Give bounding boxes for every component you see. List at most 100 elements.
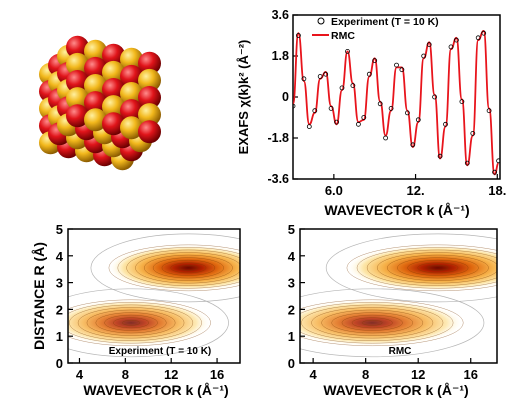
heatmap-contour-line: [300, 302, 454, 344]
heatmap-y-tick-label: 0: [288, 356, 295, 371]
experiment-data-point: [350, 83, 356, 88]
heatmap-contour-line: [300, 299, 464, 347]
gold-atom-sphere: [66, 87, 89, 111]
heatmap-x-tick-label: 4: [76, 367, 84, 382]
experiment-data-point: [486, 108, 492, 114]
heatmap-contour-line: [170, 262, 207, 274]
red-atom-sphere: [84, 91, 107, 115]
heatmap-outer-contour: [90, 233, 240, 303]
exafs-x-tick-label: 18.: [488, 183, 506, 198]
exafs-x-axis-label: WAVEVECTOR k (Å⁻¹): [324, 202, 469, 218]
heatmap-peak: [300, 299, 464, 346]
heatmap-experiment-y-label: DISTANCE R (Å): [31, 242, 47, 350]
experiment-data-point: [404, 110, 410, 116]
heatmap-contour-line: [69, 304, 194, 341]
heatmap-y-tick-label: 5: [288, 222, 295, 237]
heatmap-x-tick-label: 16: [463, 367, 477, 382]
heatmap-outer-contour: [300, 288, 485, 358]
heatmap-contour-line: [68, 299, 211, 347]
experiment-data-point: [453, 37, 459, 43]
heatmap-y-tick-label: 0: [56, 356, 63, 371]
exafs-y-tick-label: 3.6: [272, 8, 289, 22]
heatmap-contour-line: [301, 304, 444, 341]
heatmap-y-tick-label: 5: [56, 222, 63, 237]
heatmap-contour-line: [108, 244, 240, 292]
exafs-y-axis-label: EXAFS χ(k)k² (Å⁻²): [236, 40, 251, 155]
heatmap-contour-line: [86, 309, 176, 336]
heatmap-contour-line: [321, 309, 424, 336]
heatmap-contour-line: [427, 265, 449, 271]
red-atom-sphere: [120, 64, 143, 88]
red-atom-sphere: [84, 56, 107, 80]
rmc-series-line: [293, 29, 500, 176]
experiment-data-point: [295, 33, 301, 38]
heatmap-contour-line: [341, 314, 403, 331]
heatmap-y-tick-label: 3: [288, 276, 295, 291]
heatmap-outer-contour: [68, 288, 229, 358]
heatmap-contour-line: [179, 265, 198, 271]
red-atom-sphere: [120, 99, 143, 123]
red-atom-sphere: [138, 120, 161, 144]
heatmap-contour-line: [144, 254, 233, 281]
experiment-data-point: [475, 35, 481, 41]
experiment-data-point: [345, 49, 350, 54]
heatmap-contour-line: [77, 307, 185, 339]
experiment-data-point: [312, 108, 318, 114]
heatmap-contour-line: [135, 252, 240, 284]
crystal-cluster-image: [39, 35, 161, 171]
heatmap-y-tick-label: 1: [56, 329, 63, 344]
gold-atom-sphere: [138, 103, 161, 127]
experiment-data-point: [377, 101, 383, 107]
experiment-data-point: [301, 76, 307, 82]
gold-atom-sphere: [102, 95, 125, 119]
heatmap-rmc-contours: [300, 233, 497, 358]
heatmap-y-tick-label: 1: [288, 329, 295, 344]
experiment-data-point: [394, 62, 399, 68]
heatmap-contour-line: [126, 249, 240, 287]
experiment-data-point: [388, 106, 394, 111]
red-atom-sphere: [66, 104, 89, 128]
gold-atom-sphere: [120, 82, 143, 105]
heatmap-x-tick-label: 12: [411, 367, 425, 382]
heatmap-x-tick-label: 8: [122, 367, 129, 382]
experiment-data-point: [470, 130, 476, 136]
heatmap-contour-line: [161, 259, 216, 276]
experiment-data-point: [323, 71, 329, 77]
heatmap-contour-line: [417, 262, 459, 274]
experiment-data-point: [437, 153, 443, 159]
gold-atom-sphere: [120, 47, 143, 71]
experiment-data-point: [366, 71, 372, 77]
heatmap-contour-line: [346, 244, 497, 292]
exafs-x-tick-label: 6.0: [325, 183, 343, 198]
gold-atom-sphere: [120, 116, 143, 140]
red-atom-sphere: [66, 70, 89, 93]
heatmap-contour-line: [331, 312, 413, 334]
experiment-data-point: [328, 106, 334, 111]
heatmap-rmc-frame: [299, 228, 498, 364]
red-atom-sphere: [66, 35, 89, 59]
legend-experiment-marker: [317, 17, 325, 25]
experiment-data-point: [415, 117, 421, 123]
heatmap-outer-contour: [325, 233, 497, 303]
heatmap-y-tick-label: 4: [288, 249, 296, 264]
heatmap-contour-line: [361, 319, 383, 326]
gold-atom-sphere: [84, 39, 107, 63]
heatmap-x-tick-label: 12: [164, 367, 178, 382]
heatmap-contour-line: [68, 302, 202, 344]
exafs-y-tick-label: 1.8: [272, 49, 289, 63]
exafs-x-tick-label: 12.: [407, 183, 425, 198]
red-atom-sphere: [138, 51, 161, 75]
heatmap-y-tick-label: 3: [56, 276, 63, 291]
gold-atom-sphere: [138, 68, 161, 92]
experiment-data-point: [432, 94, 438, 100]
exafs-y-tick-label: 0: [282, 90, 289, 104]
heatmap-contour-line: [397, 257, 479, 279]
heatmap-contour-line: [152, 257, 224, 279]
heatmap-experiment-x-label: WAVEVECTOR k (Å⁻¹): [83, 382, 228, 398]
heatmap-contour-line: [113, 317, 150, 329]
heatmap-rmc-x-label: WAVEVECTOR k (Å⁻¹): [323, 382, 468, 398]
heatmap-x-tick-label: 4: [310, 367, 318, 382]
